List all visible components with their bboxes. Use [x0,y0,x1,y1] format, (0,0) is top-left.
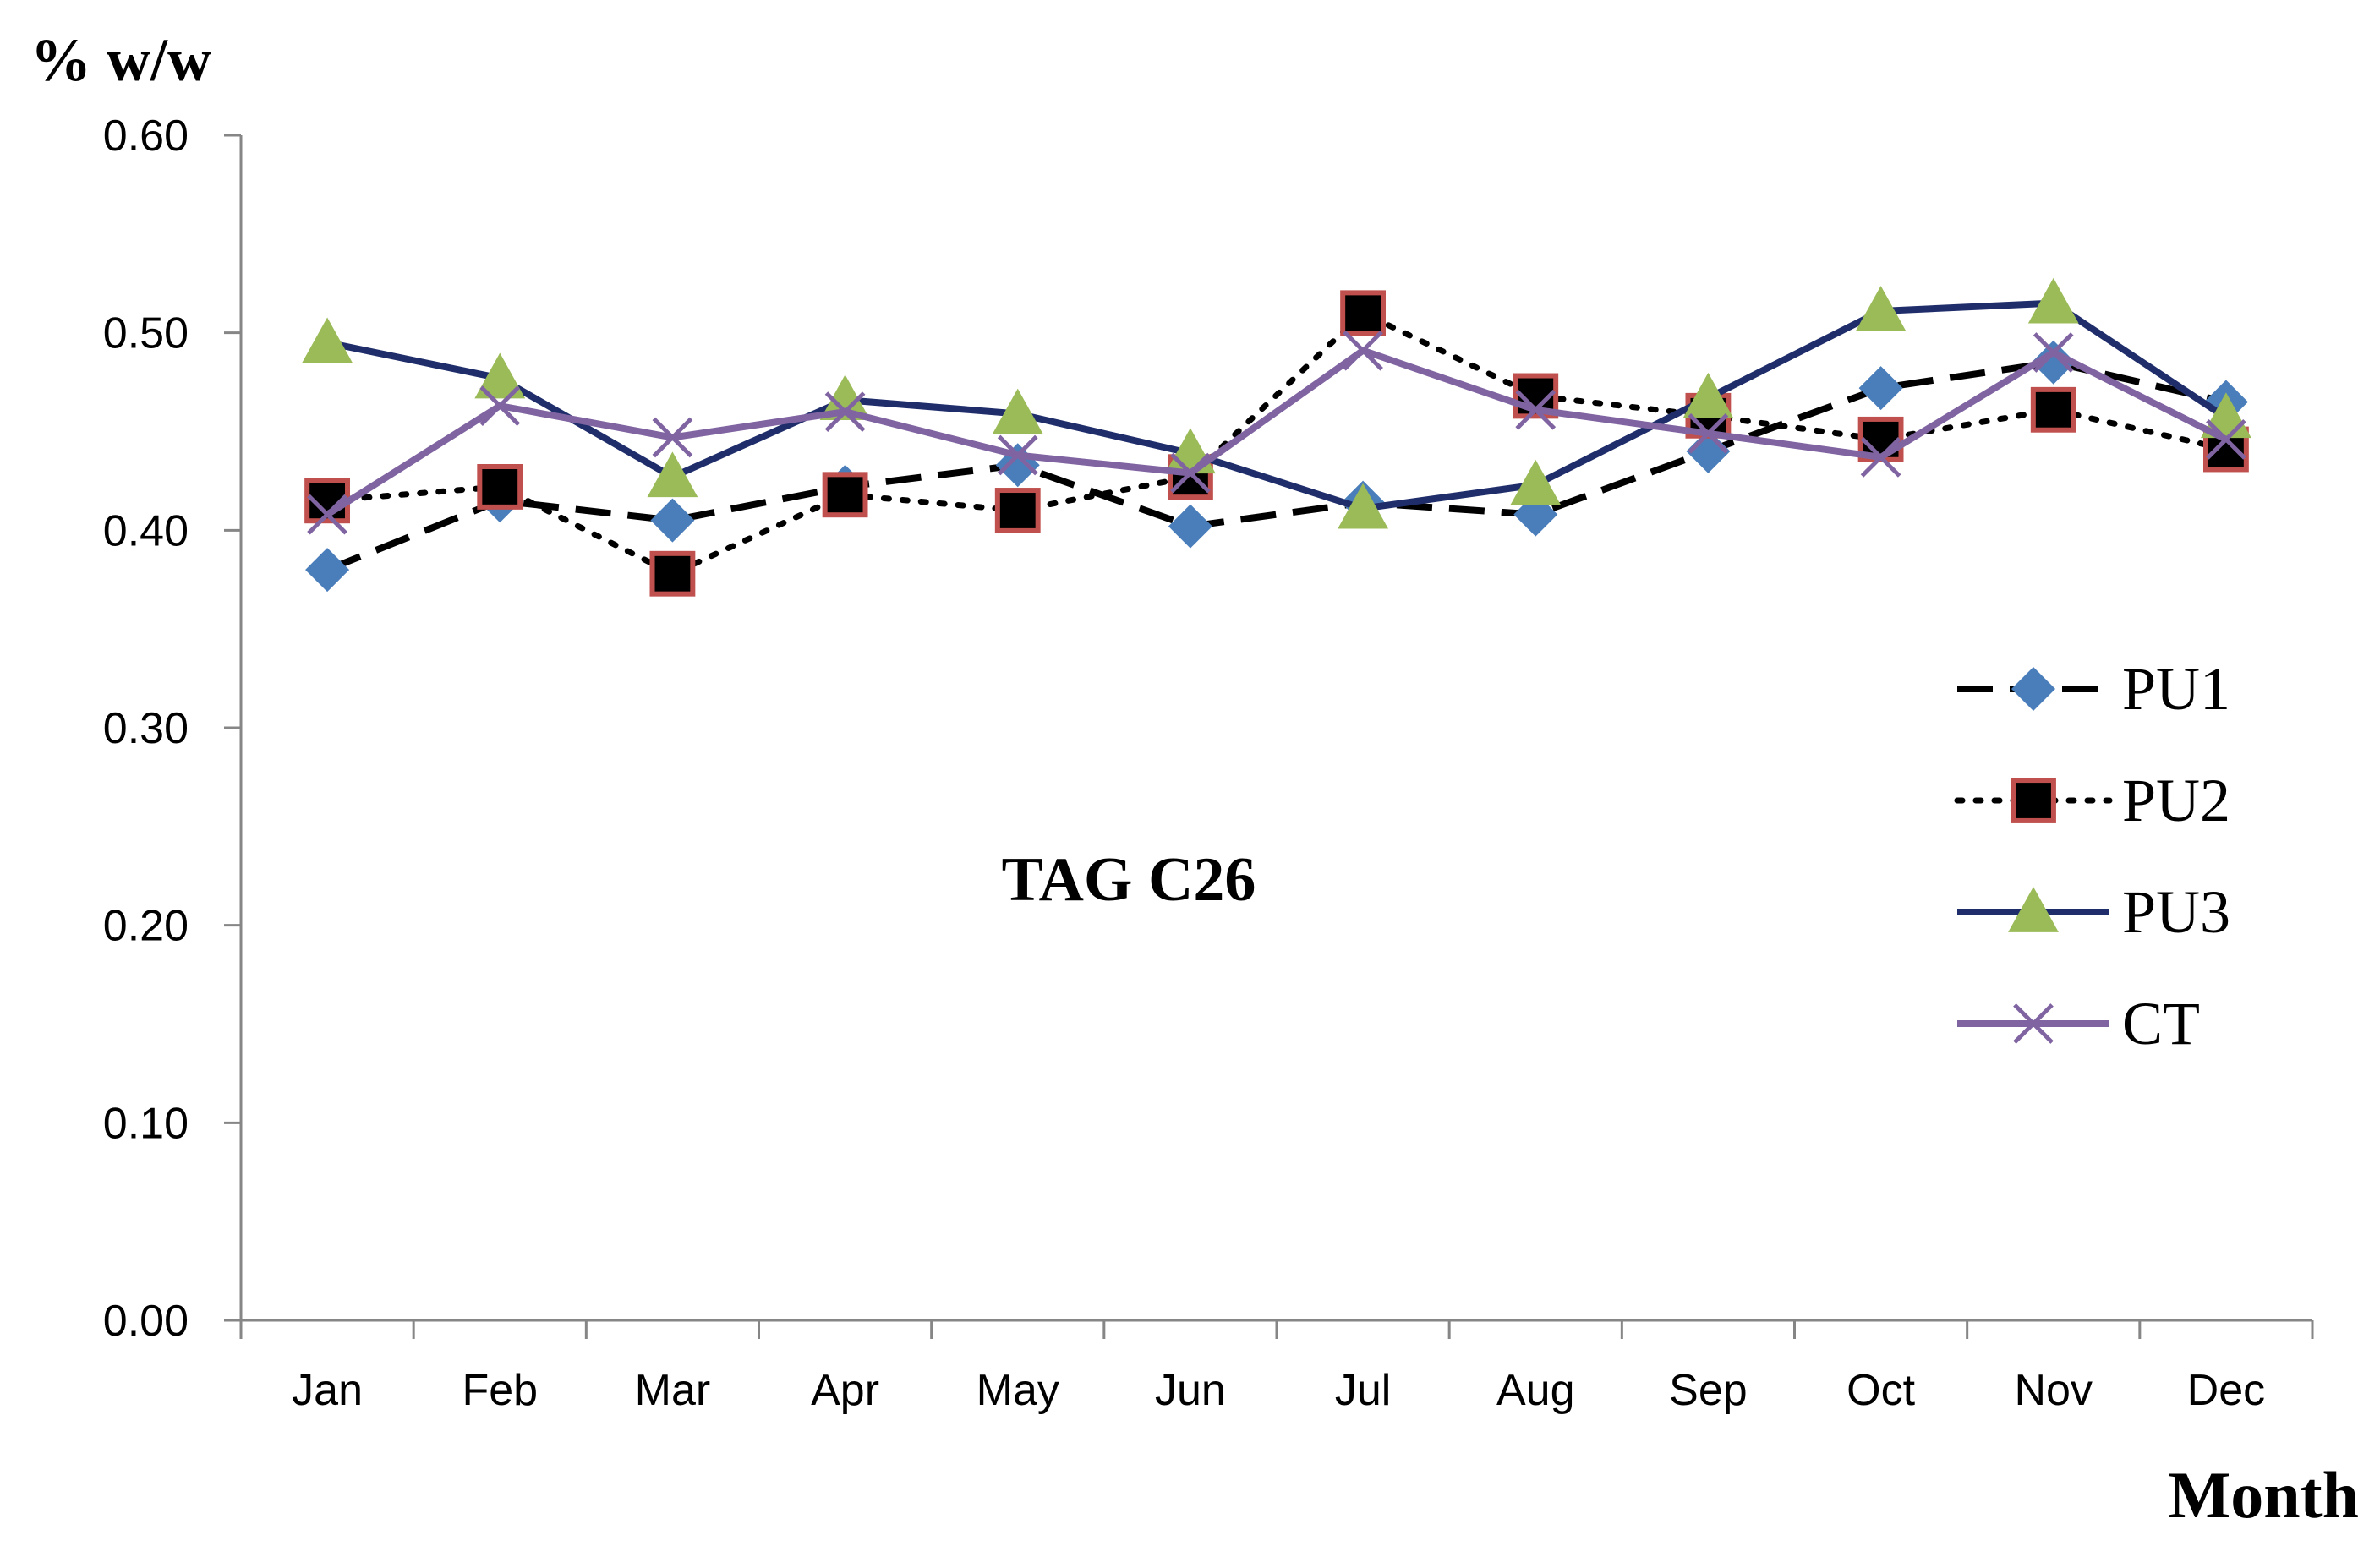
legend-item-ct: CT [1957,990,2200,1057]
data-point-pu3 [647,451,698,498]
data-point-pu2 [2030,386,2076,433]
data-point-pu3 [1510,459,1562,505]
series-pu2 [304,290,2249,597]
data-point-pu3 [302,317,353,363]
legend-marker [2008,887,2059,932]
series-line-pu2 [324,309,2230,577]
chart-annotation: TAG C26 [1002,845,1256,915]
legend: PU1 PU2 PU3 CT [1954,655,2230,1057]
x-tick-label: Oct [1847,1366,1915,1415]
legend-marker [2011,778,2056,823]
legend-label: PU1 [2122,655,2230,723]
data-point-pu3 [2027,277,2079,324]
series-group [302,277,2251,597]
data-point-pu1 [1686,429,1731,473]
series-line-pu3 [326,299,2229,512]
data-point-pu1 [305,548,350,593]
x-axis-label: Month [2169,1458,2359,1532]
data-point-ct [824,391,866,433]
x-tick-label: Aug [1496,1366,1575,1415]
data-point-pu3 [1855,286,1907,331]
y-tick-label: 0.40 [103,506,189,555]
data-point-ct [2206,418,2246,460]
x-tick-label: Nov [2015,1366,2093,1415]
data-point-pu1 [2031,340,2076,385]
x-tick-label: Mar [635,1366,711,1415]
data-point-ct [1343,330,1383,371]
y-tick-label: 0.60 [103,112,189,161]
data-point-pu1 [650,498,695,543]
data-point-pu3 [819,374,871,421]
y-axis-label: % w/w [30,26,211,94]
data-point-pu2 [1340,290,1387,336]
data-point-ct [307,494,347,535]
data-point-ct [479,385,521,426]
data-point-ct [652,417,693,458]
y-tick-label: 0.10 [103,1099,189,1148]
series-pu3 [302,277,2251,529]
data-point-pu3 [992,388,1043,434]
axes: 0.00 0.10 0.20 0.30 0.40 0.50 0.60 Jan Feb Mar Apr… [103,112,2314,1415]
y-tick-label: 0.50 [103,309,189,358]
series-line-ct [325,347,2228,518]
legend-marker [2011,667,2055,711]
data-point-pu3 [1682,372,1734,418]
data-point-ct [1515,389,1557,430]
data-point-pu3 [474,352,526,399]
data-point-pu2 [822,472,868,518]
legend-item-pu1: PU1 [1957,655,2230,723]
x-tick-label: Jul [1335,1366,1391,1415]
x-tick-label: Dec [2187,1366,2265,1415]
data-point-ct [1688,412,1729,454]
data-point-pu1 [1858,366,1903,411]
y-tick-label: 0.00 [103,1297,189,1346]
y-tick-label: 0.30 [103,704,189,753]
data-point-pu3 [1338,483,1388,529]
x-tick-label: Sep [1669,1366,1748,1415]
legend-label: CT [2122,990,2200,1057]
data-point-ct [997,434,1038,476]
data-point-ct [1170,452,1211,494]
y-tick-label: 0.20 [103,902,189,951]
x-tick-label: May [977,1366,1059,1415]
series-pu1 [305,340,2248,593]
x-tick-label: Jun [1155,1366,1226,1415]
data-point-pu2 [477,464,523,510]
data-point-ct [1860,437,1901,478]
data-point-pu2 [994,488,1041,533]
legend-label: PU2 [2122,767,2230,834]
series-line-pu1 [326,358,2227,573]
legend-marker [2013,1003,2054,1044]
x-tick-label: Jan [292,1366,363,1415]
series-ct [307,330,2246,535]
data-point-pu2 [649,550,696,597]
x-tick-label: Apr [811,1366,879,1415]
data-point-pu1 [1168,504,1212,549]
x-tick-label: Feb [462,1366,538,1415]
data-point-ct [2033,332,2074,373]
legend-label: PU3 [2122,878,2230,946]
legend-item-pu2: PU2 [1954,767,2230,834]
legend-item-pu3: PU3 [1957,878,2230,946]
